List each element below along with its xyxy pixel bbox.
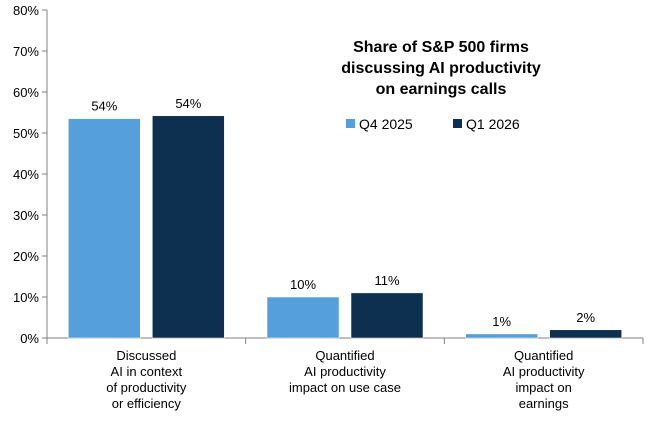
y-tick-label: 30% <box>13 208 39 223</box>
y-tick-label: 40% <box>13 167 39 182</box>
data-label: 10% <box>290 277 316 292</box>
category-labels: Discussed AI in context of productivity or … <box>106 348 585 411</box>
legend-swatch <box>453 119 462 128</box>
bar-q4-2025-1 <box>68 118 141 339</box>
legend-swatch <box>346 119 355 128</box>
y-tick-label: 60% <box>13 85 39 100</box>
data-label: 2% <box>576 310 595 325</box>
chart-title: Share of S&P 500 firms discussing AI prod… <box>341 39 541 98</box>
legend-label: Q4 2025 <box>359 116 413 132</box>
y-tick-label: 0% <box>20 331 39 346</box>
bar-q1-2026-3 <box>549 329 622 339</box>
bar-q4-2025-3 <box>465 333 538 339</box>
data-label: 54% <box>91 99 117 114</box>
y-tick-label: 20% <box>13 249 39 264</box>
category-label: Discussed AI in context of productivity or … <box>106 348 187 411</box>
bars <box>68 115 622 339</box>
y-tick-label: 50% <box>13 126 39 141</box>
data-label: 1% <box>492 314 511 329</box>
bar-q1-2026-1 <box>152 115 225 339</box>
bar-q1-2026-2 <box>350 292 424 339</box>
data-label: 54% <box>175 96 201 111</box>
legend: Q4 2025 Q1 2026 <box>346 116 520 132</box>
category-label: Quantified AI productivity impact on earnin… <box>503 348 585 411</box>
data-label: 11% <box>374 273 399 288</box>
y-tick-label: 80% <box>13 3 39 18</box>
axes: 0% 10% 20% 30% 40% 50% 60% 70% 80% <box>13 3 644 346</box>
y-tick-label: 10% <box>13 290 39 305</box>
category-label: Quantified AI productivity impact on use c… <box>289 348 401 395</box>
legend-label: Q1 2026 <box>466 116 520 132</box>
y-tick-label: 70% <box>13 44 39 59</box>
data-labels: 54% 54% 10% 11% 1% 2% <box>91 96 595 329</box>
bar-q4-2025-2 <box>266 296 340 339</box>
